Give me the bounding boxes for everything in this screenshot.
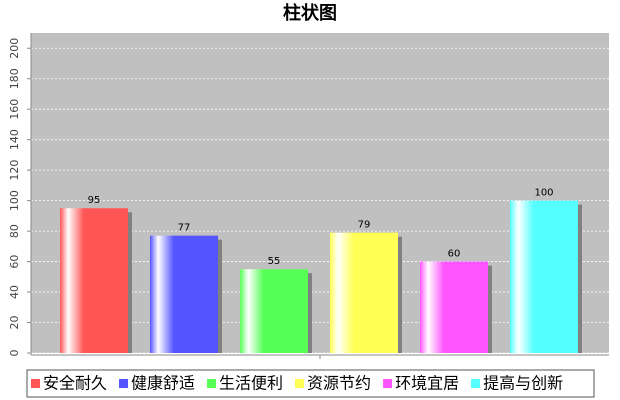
y-tick-label: 100 bbox=[8, 190, 21, 211]
data-label: 79 bbox=[358, 220, 371, 231]
y-tick-label: 120 bbox=[8, 160, 21, 181]
y-tick-label: 0 bbox=[8, 350, 21, 357]
y-tick-label: 180 bbox=[8, 68, 21, 89]
legend-label: 安全耐久 bbox=[43, 374, 107, 393]
y-tick-label: 20 bbox=[8, 316, 21, 330]
bar bbox=[240, 269, 308, 353]
legend-label: 生活便利 bbox=[219, 374, 283, 393]
legend-swatch bbox=[119, 379, 129, 388]
y-tick-label: 160 bbox=[8, 99, 21, 120]
y-tick-label: 140 bbox=[8, 129, 21, 150]
legend-swatch bbox=[295, 379, 305, 388]
y-tick-label: 40 bbox=[8, 285, 21, 299]
bar bbox=[60, 208, 128, 353]
bar bbox=[510, 200, 578, 353]
bar bbox=[420, 261, 488, 353]
legend-swatch bbox=[383, 379, 393, 388]
legend-swatch bbox=[31, 379, 40, 388]
chart-title: 柱状图 bbox=[283, 2, 337, 24]
data-label: 55 bbox=[268, 256, 281, 267]
legend-label: 健康舒适 bbox=[131, 374, 195, 393]
y-tick-label: 80 bbox=[8, 224, 21, 238]
legend-label: 环境宜居 bbox=[395, 374, 459, 393]
y-tick-label: 200 bbox=[8, 38, 21, 59]
legend-label: 提高与创新 bbox=[483, 374, 563, 393]
y-tick-label: 60 bbox=[8, 255, 21, 269]
data-label: 77 bbox=[178, 223, 191, 234]
data-label: 100 bbox=[534, 188, 553, 199]
data-label: 95 bbox=[88, 195, 101, 206]
legend-label: 资源节约 bbox=[307, 374, 371, 393]
bar bbox=[330, 232, 398, 353]
data-label: 60 bbox=[448, 249, 461, 260]
bar bbox=[150, 235, 218, 353]
legend-swatch bbox=[207, 379, 217, 388]
legend-swatch bbox=[471, 379, 481, 388]
